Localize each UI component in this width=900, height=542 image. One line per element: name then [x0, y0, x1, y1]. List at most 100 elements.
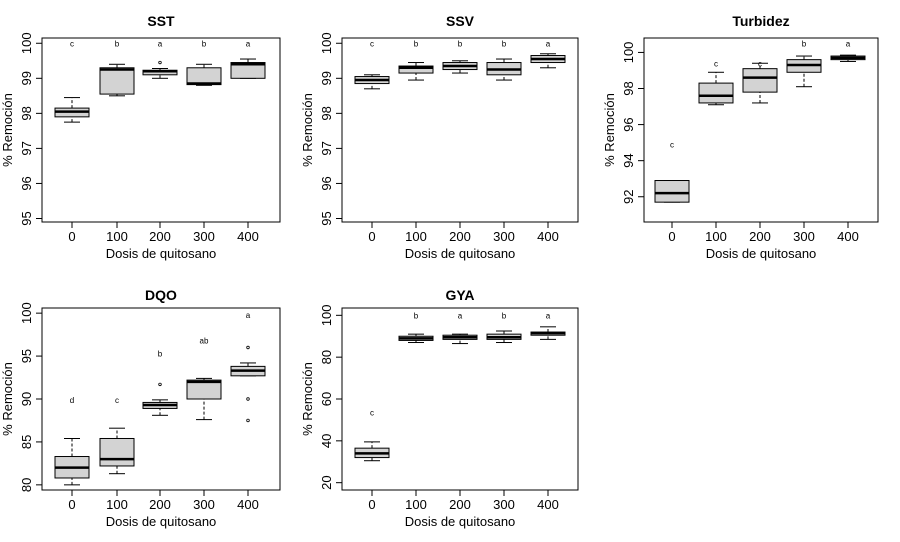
significance-letter: b	[414, 39, 419, 48]
box-0	[654, 180, 690, 203]
box-iqr	[186, 379, 222, 400]
x-tick-label: 100	[106, 497, 128, 512]
y-tick-label: 100	[319, 304, 334, 326]
significance-letter: c	[670, 140, 674, 149]
significance-letter: b	[158, 350, 163, 359]
x-tick-label: 300	[493, 229, 515, 244]
x-tick-label: 0	[668, 229, 675, 244]
x-tick-label: 100	[106, 229, 128, 244]
y-tick-label: 96	[621, 117, 636, 131]
significance-letter: c	[70, 39, 74, 48]
outlier-point	[246, 345, 250, 350]
outlier-point	[158, 382, 162, 387]
box-400	[530, 326, 566, 340]
significance-letter: a	[246, 39, 251, 48]
y-axis-label: % Remoción	[300, 93, 315, 167]
x-tick-label: 300	[793, 229, 815, 244]
outlier-point	[246, 397, 250, 401]
box-300	[186, 63, 222, 86]
x-tick-label: 400	[237, 497, 259, 512]
chart-title: Turbidez	[732, 13, 789, 29]
box-iqr	[99, 437, 135, 467]
significance-letter: c	[370, 409, 374, 418]
x-tick-label: 0	[68, 497, 75, 512]
significance-letter: b	[414, 312, 419, 321]
box-0	[354, 74, 390, 90]
y-tick-label: 100	[19, 302, 34, 324]
significance-letter: b	[115, 39, 120, 48]
plot-frame	[41, 37, 281, 223]
box-0	[354, 441, 390, 462]
box-300	[786, 55, 822, 88]
box-200	[142, 382, 178, 416]
y-tick-label: 92	[621, 190, 636, 204]
x-axis-label: Dosis de quitosano	[106, 514, 217, 529]
x-tick-label: 200	[749, 229, 771, 244]
box-100	[698, 71, 734, 106]
box-0	[54, 97, 90, 123]
x-tick-label: 200	[149, 229, 171, 244]
box-300	[486, 330, 522, 344]
x-tick-label: 400	[537, 497, 559, 512]
x-tick-label: 0	[368, 229, 375, 244]
x-tick-label: 100	[705, 229, 727, 244]
x-tick-label: 300	[193, 229, 215, 244]
chart-title: GYA	[445, 287, 474, 303]
x-axis-label: Dosis de quitosano	[706, 246, 817, 261]
x-tick-label: 400	[837, 229, 859, 244]
y-tick-label: 94	[621, 153, 636, 167]
chart-title: SSV	[446, 13, 475, 29]
significance-letter: c	[758, 59, 762, 68]
significance-letter: b	[502, 39, 507, 48]
y-tick-label: 100	[621, 42, 636, 64]
significance-letter: a	[246, 311, 251, 320]
x-tick-label: 400	[237, 229, 259, 244]
x-tick-label: 400	[537, 229, 559, 244]
y-tick-label: 99	[19, 71, 34, 85]
x-tick-label: 0	[68, 229, 75, 244]
box-iqr	[654, 180, 690, 203]
box-iqr	[698, 82, 734, 104]
box-iqr	[230, 62, 266, 79]
significance-letter: c	[115, 396, 119, 405]
panel-ssv: SSV 95 96 97 98 99 100 % Remoción 0 100 200 300 400 D…	[300, 13, 579, 261]
y-axis-label: % Remoción	[0, 362, 15, 436]
y-tick-label: 100	[19, 32, 34, 54]
box-100	[398, 333, 434, 344]
y-tick-label: 96	[19, 176, 34, 190]
y-tick-label: 20	[319, 475, 334, 489]
plot-frame	[643, 37, 879, 223]
significance-letter: b	[502, 312, 507, 321]
box-100	[99, 427, 135, 475]
box-iqr	[99, 67, 135, 95]
y-tick-label: 95	[19, 211, 34, 225]
box-0	[54, 437, 90, 486]
x-tick-label: 200	[449, 497, 471, 512]
significance-letter: d	[70, 396, 74, 405]
y-axis-label: % Remoción	[300, 362, 315, 436]
x-tick-label: 300	[193, 497, 215, 512]
significance-letter: b	[802, 39, 807, 48]
significance-letter: ab	[200, 337, 209, 346]
x-tick-label: 0	[368, 497, 375, 512]
significance-letter: a	[158, 39, 163, 48]
significance-letter: a	[458, 312, 463, 321]
x-tick-label: 200	[149, 497, 171, 512]
y-tick-label: 98	[621, 81, 636, 95]
box-400	[830, 54, 866, 62]
y-axis-label: % Remoción	[0, 93, 15, 167]
y-tick-label: 40	[319, 434, 334, 448]
significance-letter: c	[370, 39, 374, 48]
y-tick-label: 96	[319, 176, 334, 190]
significance-letter: b	[202, 39, 207, 48]
box-100	[99, 63, 135, 97]
y-tick-label: 80	[19, 478, 34, 492]
box-300	[186, 377, 222, 421]
significance-letter: a	[546, 312, 551, 321]
box-iqr	[398, 65, 434, 74]
box-400	[530, 53, 566, 69]
significance-letter: a	[546, 39, 551, 48]
box-iqr	[742, 68, 778, 93]
y-tick-label: 97	[319, 141, 334, 155]
